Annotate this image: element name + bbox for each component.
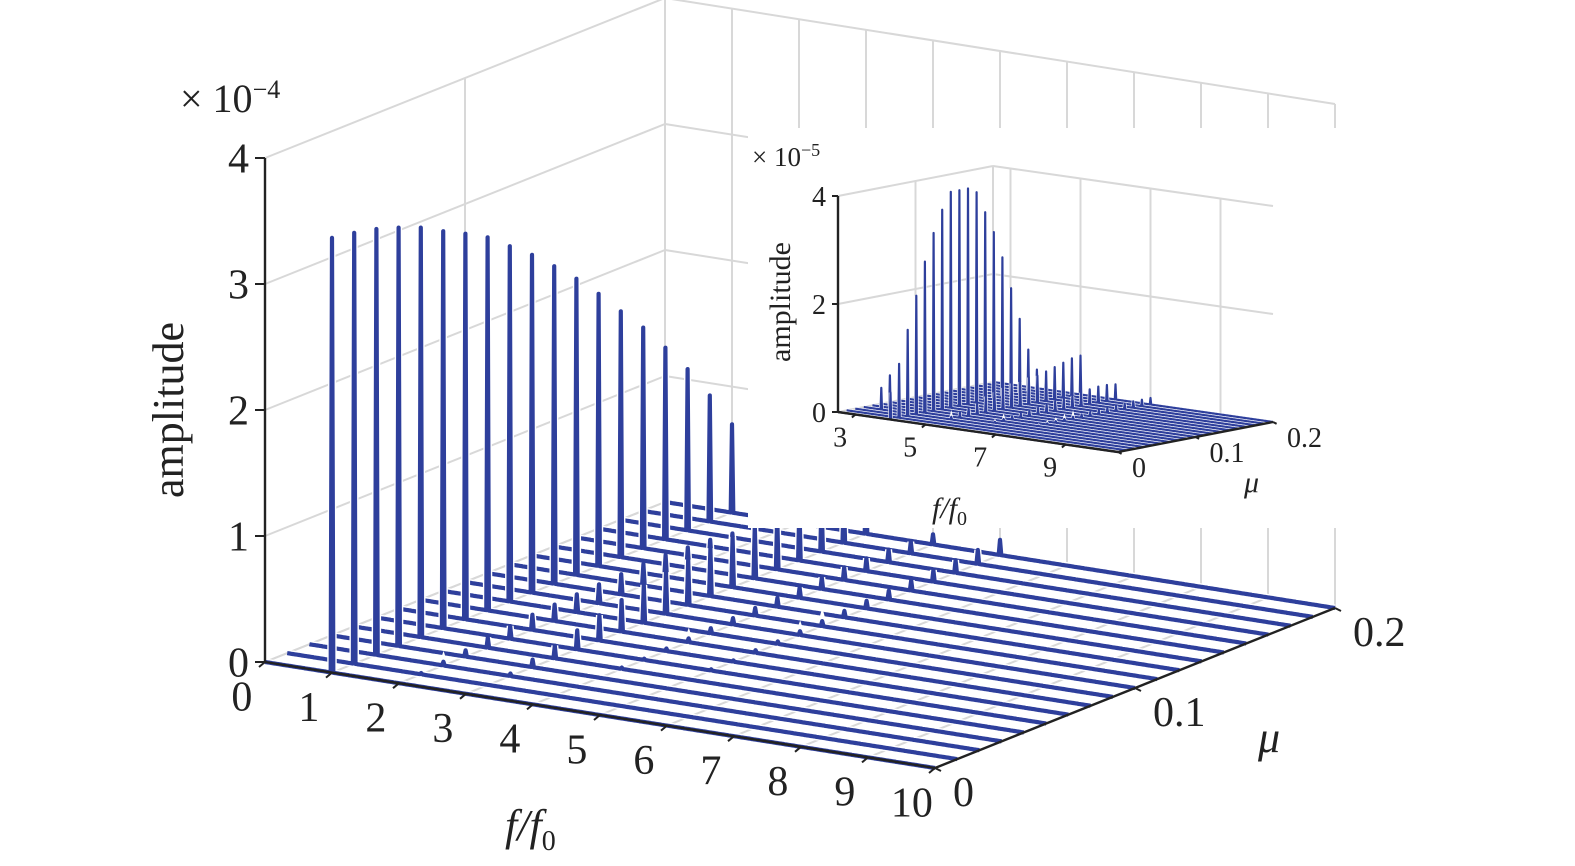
z-tick-label: 0 [228, 641, 249, 687]
series-row-line [958, 287, 1240, 430]
series-row-line [854, 328, 1136, 450]
series-row-line [940, 231, 1222, 434]
series-row-line [949, 256, 1231, 432]
mu-tick-mark [934, 767, 942, 772]
z-tick-label: 0 [812, 398, 826, 429]
series-row-line [915, 187, 1196, 439]
f-tick-mark [459, 693, 467, 700]
f-tick-label: 0 [231, 674, 252, 720]
f-tick-label: 5 [566, 727, 587, 773]
grid-line [992, 273, 1274, 315]
z-tick-label: 3 [228, 263, 249, 309]
f-tick-label: 7 [700, 749, 721, 795]
z-tick-label: 2 [812, 290, 826, 321]
f-tick-mark [392, 682, 400, 689]
f-tick-mark [921, 423, 927, 429]
f-tick-mark [660, 724, 668, 732]
main-amplitude-axis-label: amplitude [144, 322, 193, 498]
inset-series-group [837, 187, 1274, 454]
z-tick-label: 4 [228, 137, 249, 183]
mu-tick-mark [1334, 607, 1342, 612]
f-tick-label: 3 [432, 706, 453, 752]
series-row-line [375, 229, 1048, 726]
mu-tick-label: 0 [1132, 453, 1146, 484]
f-tick-mark [593, 714, 601, 721]
f-tick-mark [928, 767, 936, 774]
f-tick-label: 9 [1043, 453, 1057, 484]
series-row-line [871, 260, 1153, 447]
series-row-line [863, 294, 1145, 449]
grid-line [992, 165, 1274, 207]
f-tick-mark [526, 703, 534, 711]
series-row-line [889, 208, 1171, 444]
series-row-line [846, 362, 1128, 452]
main-exponent-label: × 10−4 [180, 75, 280, 122]
f-tick-label: 3 [833, 423, 847, 454]
main-mu-axis-label: μ [1257, 713, 1280, 762]
f-tick-label: 9 [834, 770, 855, 816]
f-tick-label: 2 [365, 696, 386, 742]
main-frequency-axis-label: f/f0 [505, 801, 556, 857]
f-tick-mark [325, 671, 333, 679]
z-tick-label: 1 [228, 515, 249, 561]
mu-tick-label: 0.2 [1353, 610, 1406, 656]
series-row-line [286, 230, 959, 762]
series-row-line [353, 225, 1025, 735]
f-tick-label: 5 [903, 433, 917, 464]
inset-mu-axis-label: μ [1243, 466, 1259, 499]
f-tick-mark [991, 433, 997, 439]
inset-axes: 0 2 4 3 5 7 9 0 0.1 0.2 [812, 182, 1322, 484]
mu-tick-mark [1272, 421, 1278, 425]
mu-tick-label: 0.1 [1210, 438, 1245, 469]
series-row-line [880, 231, 1162, 445]
f-tick-label: 4 [499, 717, 520, 763]
f-tick-label: 10 [891, 780, 933, 826]
series-row-line [308, 226, 981, 753]
f-axis-line [837, 410, 1119, 454]
series-row-line [897, 190, 1179, 442]
f-tick-label: 1 [298, 685, 319, 731]
inset-amplitude-axis-label: amplitude [764, 242, 797, 362]
z-tick-label: 4 [812, 182, 826, 213]
f-tick-label: 7 [973, 443, 987, 474]
f-tick-label: 6 [633, 738, 654, 784]
f-tick-label: 8 [767, 759, 788, 805]
f-tick-mark [851, 413, 857, 419]
f-tick-mark [794, 746, 802, 753]
f-tick-mark [861, 756, 869, 764]
z-tick-label: 2 [228, 389, 249, 435]
f-tick-mark [1061, 443, 1067, 449]
mu-tick-label: 0.2 [1287, 423, 1322, 454]
mu-tick-label: 0 [953, 770, 974, 816]
mu-tick-mark [1117, 451, 1123, 455]
mu-tick-label: 0.1 [1153, 690, 1206, 736]
f-tick-mark [258, 661, 266, 668]
mu-tick-mark [1134, 687, 1142, 692]
series-row-line [906, 189, 1188, 440]
f-tick-mark [727, 735, 735, 742]
mu-tick-mark [1195, 436, 1200, 440]
inset-exponent-label: × 10−5 [752, 140, 820, 172]
